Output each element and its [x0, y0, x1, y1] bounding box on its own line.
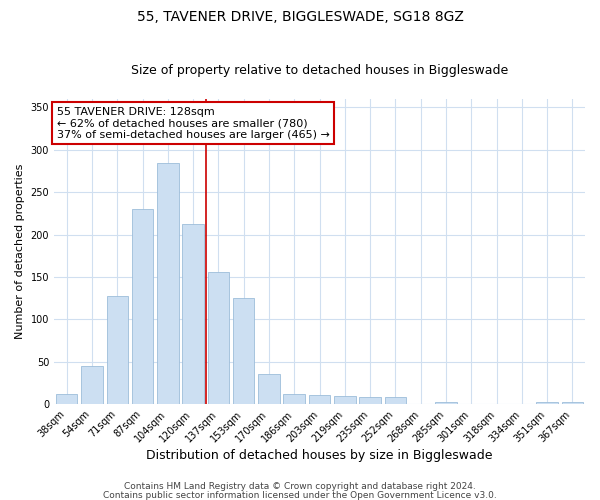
- Title: Size of property relative to detached houses in Biggleswade: Size of property relative to detached ho…: [131, 64, 508, 77]
- Bar: [536, 402, 558, 404]
- Bar: [309, 395, 330, 404]
- X-axis label: Distribution of detached houses by size in Biggleswade: Distribution of detached houses by size …: [146, 450, 493, 462]
- Bar: [56, 394, 77, 404]
- Bar: [233, 298, 254, 404]
- Bar: [359, 398, 381, 404]
- Bar: [435, 402, 457, 404]
- Bar: [107, 296, 128, 404]
- Bar: [182, 224, 204, 404]
- Bar: [334, 396, 356, 404]
- Bar: [208, 272, 229, 404]
- Y-axis label: Number of detached properties: Number of detached properties: [15, 164, 25, 339]
- Text: Contains HM Land Registry data © Crown copyright and database right 2024.: Contains HM Land Registry data © Crown c…: [124, 482, 476, 491]
- Bar: [283, 394, 305, 404]
- Text: 55 TAVENER DRIVE: 128sqm
← 62% of detached houses are smaller (780)
37% of semi-: 55 TAVENER DRIVE: 128sqm ← 62% of detach…: [56, 106, 329, 140]
- Bar: [81, 366, 103, 404]
- Bar: [258, 374, 280, 404]
- Bar: [385, 398, 406, 404]
- Bar: [157, 164, 179, 404]
- Text: Contains public sector information licensed under the Open Government Licence v3: Contains public sector information licen…: [103, 490, 497, 500]
- Text: 55, TAVENER DRIVE, BIGGLESWADE, SG18 8GZ: 55, TAVENER DRIVE, BIGGLESWADE, SG18 8GZ: [137, 10, 463, 24]
- Bar: [562, 402, 583, 404]
- Bar: [132, 209, 153, 404]
